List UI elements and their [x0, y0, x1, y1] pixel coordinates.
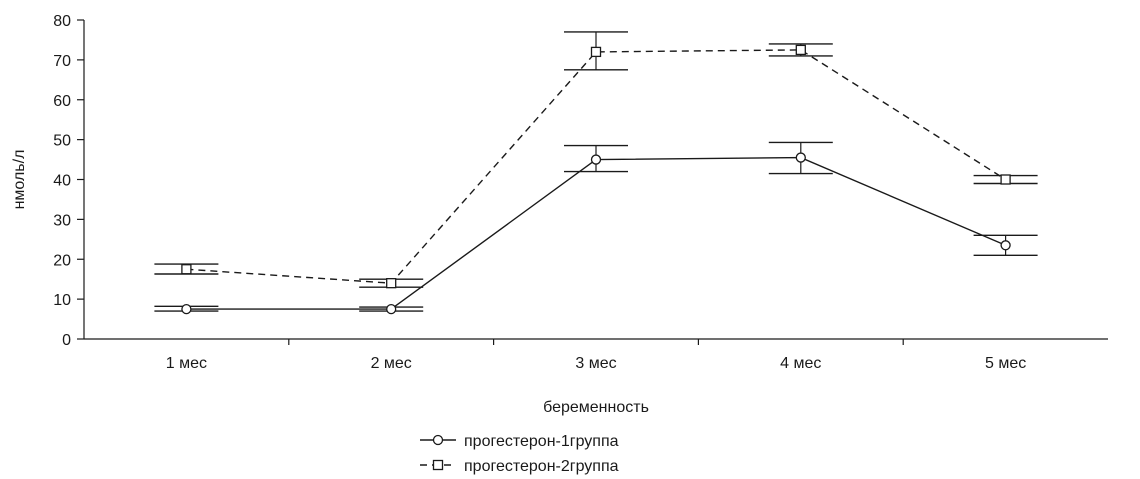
- x-tick-label: 4 мес: [780, 355, 821, 372]
- legend-label: прогестерон-2группа: [464, 458, 619, 475]
- x-tick-label: 2 мес: [371, 355, 412, 372]
- plot-area: [154, 31, 1038, 315]
- data-point: [1000, 240, 1011, 251]
- series-1: [154, 141, 1038, 315]
- y-tick-label: 50: [53, 133, 71, 150]
- data-point: [1000, 174, 1011, 185]
- data-point: [181, 303, 192, 315]
- data-point: [386, 303, 397, 315]
- y-tick-label: 70: [53, 53, 71, 70]
- data-point: [181, 264, 192, 275]
- series-2: [154, 31, 1038, 289]
- series-line: [186, 49, 1006, 284]
- legend-marker-circle: [432, 434, 444, 446]
- series-line: [186, 156, 1006, 310]
- y-tick-label: 80: [53, 13, 71, 30]
- x-axis-title: беременность: [543, 399, 649, 416]
- data-point: [795, 44, 806, 56]
- x-tick-label: 5 мес: [985, 355, 1026, 372]
- axes: 0 10 20 30 40 50 60 70 80 1 мес 2 мес 3 мес 4 мес 5 м…: [53, 13, 1108, 372]
- y-tick-label: 20: [53, 252, 71, 269]
- legend-marker-square: [432, 459, 444, 471]
- y-tick-label: 40: [53, 173, 71, 190]
- data-point: [795, 152, 806, 163]
- y-tick-label: 10: [53, 292, 71, 309]
- data-point: [590, 46, 602, 58]
- data-point: [386, 278, 397, 289]
- legend: прогестерон-1группа прогестерон-2группа: [420, 433, 619, 475]
- x-tick-label: 1 мес: [166, 355, 207, 372]
- y-tick-label: 30: [53, 212, 71, 229]
- y-tick-label: 0: [62, 332, 71, 349]
- data-point: [590, 154, 602, 165]
- x-tick-label: 3 мес: [575, 355, 616, 372]
- legend-label: прогестерон-1группа: [464, 433, 619, 450]
- y-tick-label: 60: [53, 93, 71, 110]
- y-axis-title: нмоль/л: [11, 150, 28, 210]
